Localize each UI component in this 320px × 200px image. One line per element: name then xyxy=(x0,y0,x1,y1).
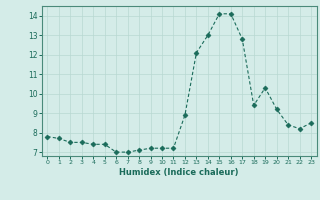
X-axis label: Humidex (Indice chaleur): Humidex (Indice chaleur) xyxy=(119,168,239,177)
